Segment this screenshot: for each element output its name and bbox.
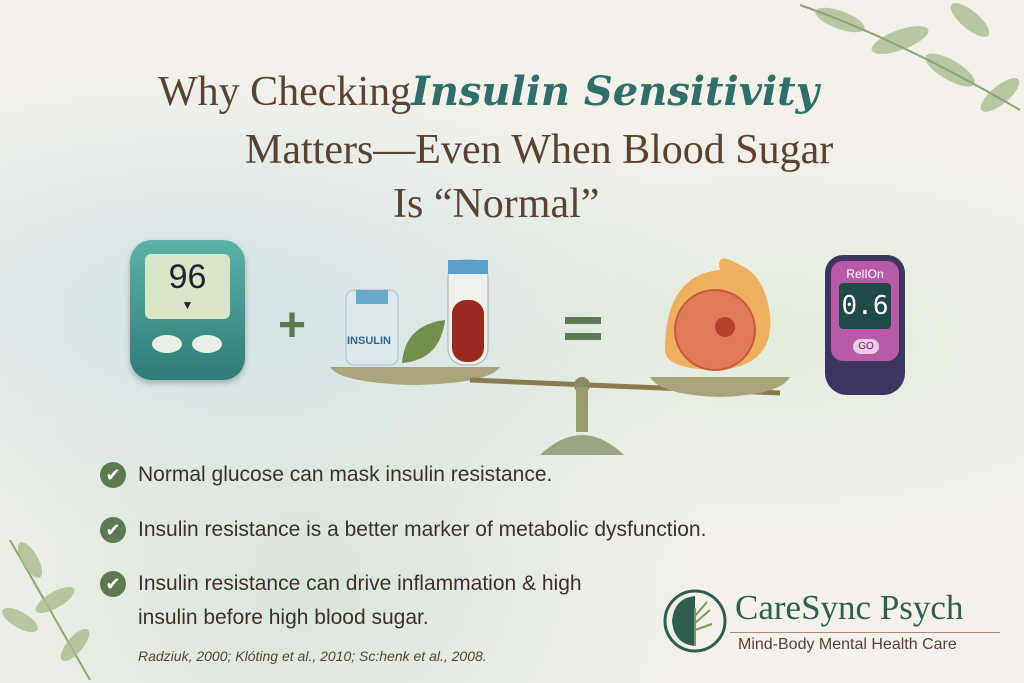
bullet-item: ✔ Insulin resistance can drive inflammati… bbox=[100, 567, 610, 635]
scale-left-plate bbox=[330, 367, 500, 385]
meter-display: 96 ▼ bbox=[145, 254, 230, 319]
title-line-2: Matters—Even When Blood Sugar bbox=[245, 127, 834, 173]
balance-scale bbox=[330, 258, 790, 455]
bullet-item: ✔ Normal glucose can mask insulin resista… bbox=[100, 458, 552, 492]
meter-right-reading: 0.6 bbox=[839, 283, 891, 329]
scale-base bbox=[540, 435, 624, 455]
plus-sign: + bbox=[278, 299, 307, 352]
scale-right-plate bbox=[650, 377, 790, 397]
brand-tagline: Mind-Body Mental Health Care bbox=[738, 636, 957, 653]
brand-divider bbox=[730, 632, 1000, 633]
title-line-1: Why CheckingInsulin Sensitivity bbox=[158, 68, 819, 116]
leaves-decoration-bottom-left bbox=[2, 539, 91, 681]
glucose-meter-left: 96 ▼ bbox=[130, 240, 245, 380]
bullet-item: ✔ Insulin resistance is a better marker o… bbox=[100, 513, 706, 547]
bullet-text: Normal glucose can mask insulin resistan… bbox=[138, 463, 553, 486]
blood-tube bbox=[452, 300, 484, 362]
scale-post bbox=[576, 387, 588, 432]
title-highlight: Insulin Sensitivity bbox=[411, 68, 819, 115]
bullet-text: Insulin resistance can drive inflammatio… bbox=[138, 572, 582, 629]
glucose-meter-right: RelIOn 0.6 GO bbox=[825, 255, 905, 395]
leaf-icon bbox=[402, 320, 445, 363]
vial-label: INSULIN bbox=[347, 335, 391, 347]
title-prefix: Why Checking bbox=[158, 69, 412, 115]
check-icon: ✔ bbox=[100, 462, 126, 488]
brand-logo-icon bbox=[663, 589, 727, 653]
meter-brand: RelIOn bbox=[846, 267, 884, 281]
check-icon: ✔ bbox=[100, 571, 126, 597]
leaves-decoration-top-right bbox=[799, 3, 1021, 112]
title-line-3: Is “Normal” bbox=[393, 181, 600, 227]
down-arrow-icon: ▼ bbox=[181, 298, 194, 312]
citation: Radziuk, 2000; Klóting et al., 2010; Sc:… bbox=[138, 648, 487, 664]
bullet-text: Insulin resistance is a better marker of… bbox=[138, 518, 707, 541]
meter-button bbox=[192, 335, 222, 353]
brand-name: CareSync Psych bbox=[735, 588, 964, 627]
check-icon: ✔ bbox=[100, 517, 126, 543]
inflamed-cell bbox=[674, 289, 756, 371]
meter-left-reading: 96 bbox=[168, 258, 207, 296]
meter-go-button: GO bbox=[853, 339, 879, 354]
meter-button bbox=[152, 335, 182, 353]
